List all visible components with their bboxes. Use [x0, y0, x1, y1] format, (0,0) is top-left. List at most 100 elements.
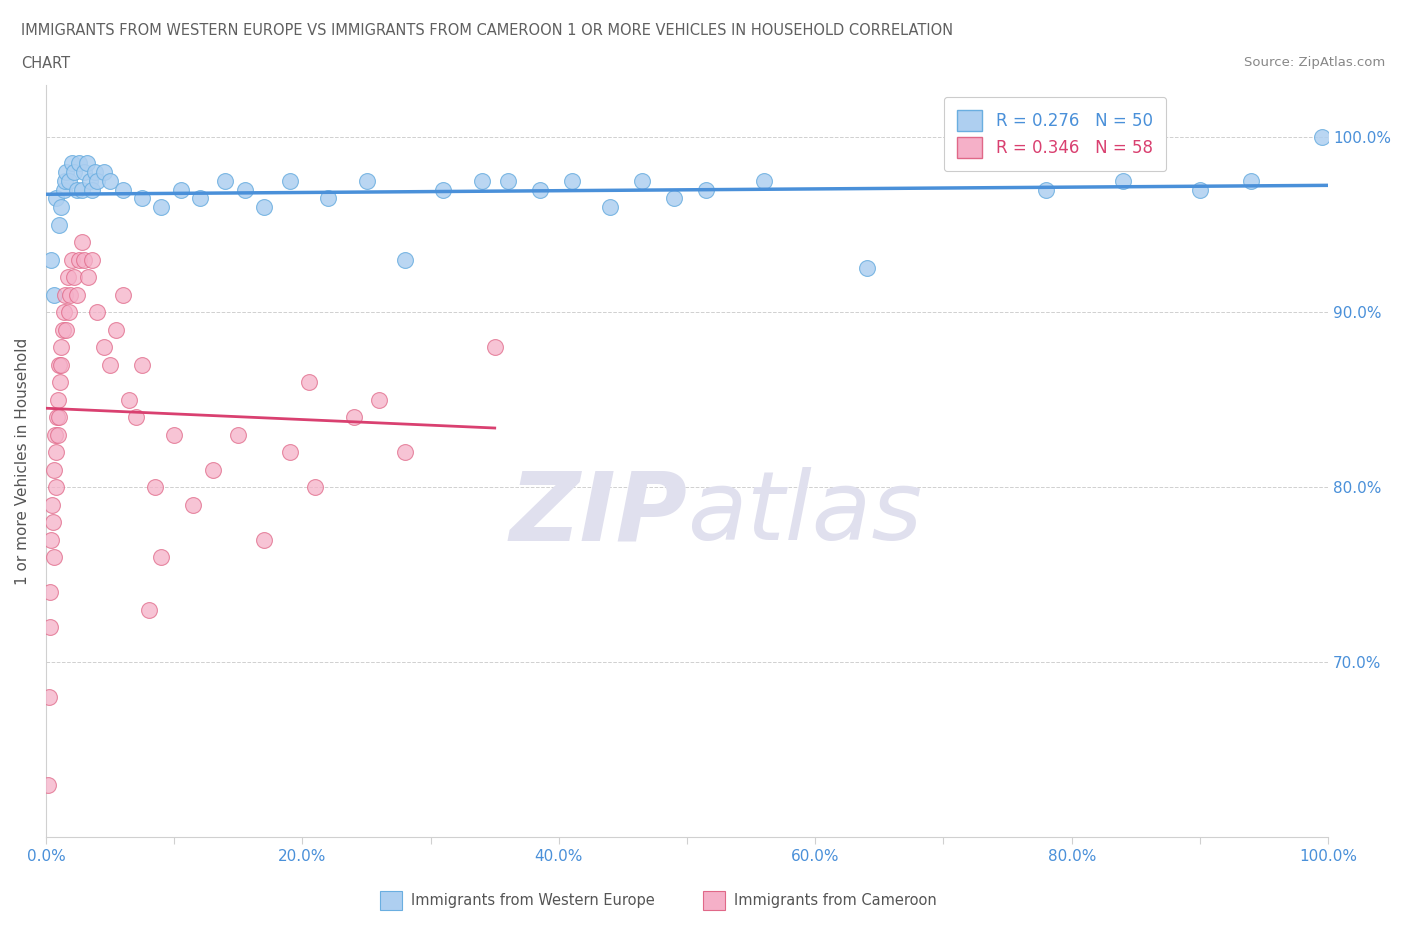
Point — [855, 261, 877, 276]
Point — [253, 532, 276, 547]
Point — [343, 410, 366, 425]
Point — [1035, 182, 1057, 197]
Text: atlas: atlas — [688, 467, 922, 560]
Point — [118, 392, 141, 407]
Text: ZIP: ZIP — [509, 467, 688, 560]
Point — [188, 191, 211, 206]
Y-axis label: 1 or more Vehicles in Household: 1 or more Vehicles in Household — [15, 338, 30, 585]
Point — [111, 287, 134, 302]
Point — [39, 252, 62, 267]
Point — [394, 445, 416, 459]
Point — [1240, 174, 1263, 189]
Point — [70, 182, 93, 197]
Point — [356, 174, 378, 189]
Point — [752, 174, 775, 189]
Point — [105, 322, 128, 337]
Point — [214, 174, 236, 189]
Point — [48, 410, 70, 425]
Point — [183, 498, 205, 512]
Point — [233, 182, 256, 197]
Point — [599, 200, 621, 215]
Point — [53, 174, 76, 189]
Point — [253, 200, 276, 215]
Point — [52, 305, 75, 320]
Point — [82, 182, 104, 197]
Point — [45, 410, 67, 425]
Point — [44, 427, 66, 442]
Point — [111, 182, 134, 197]
Point — [278, 174, 301, 189]
Point — [67, 252, 90, 267]
Point — [49, 339, 72, 354]
Point — [76, 156, 98, 171]
Point — [73, 165, 96, 179]
Point — [529, 182, 551, 197]
Point — [70, 234, 93, 249]
Point — [51, 200, 73, 215]
Text: IMMIGRANTS FROM WESTERN EUROPE VS IMMIGRANTS FROM CAMEROON 1 OR MORE VEHICLES IN: IMMIGRANTS FROM WESTERN EUROPE VS IMMIGR… — [21, 23, 953, 38]
Point — [93, 339, 115, 354]
Point — [125, 410, 148, 425]
Point — [48, 357, 70, 372]
Point — [48, 218, 70, 232]
Point — [73, 252, 96, 267]
Point — [226, 427, 249, 442]
Text: Immigrants from Western Europe: Immigrants from Western Europe — [411, 893, 654, 908]
Point — [86, 305, 108, 320]
Point — [55, 322, 77, 337]
Point — [131, 357, 153, 372]
Point — [42, 462, 65, 477]
Point — [56, 270, 79, 285]
Text: Immigrants from Cameroon: Immigrants from Cameroon — [734, 893, 936, 908]
Point — [150, 200, 173, 215]
Point — [93, 165, 115, 179]
Point — [496, 174, 519, 189]
Point — [42, 287, 65, 302]
Point — [66, 182, 89, 197]
Point — [561, 174, 583, 189]
Point — [49, 375, 72, 390]
Point — [41, 498, 63, 512]
Point — [45, 191, 67, 206]
Point — [86, 174, 108, 189]
Point — [83, 165, 105, 179]
Point — [664, 191, 686, 206]
Point — [304, 480, 326, 495]
Point — [58, 174, 80, 189]
Point — [631, 174, 654, 189]
Point — [316, 191, 339, 206]
Point — [471, 174, 494, 189]
Point — [79, 174, 101, 189]
Point — [163, 427, 186, 442]
Point — [67, 156, 90, 171]
Point — [138, 602, 160, 617]
Point — [52, 322, 75, 337]
Point — [52, 182, 75, 197]
Point — [63, 270, 86, 285]
Point — [38, 619, 60, 634]
Point — [298, 375, 321, 390]
Point — [394, 252, 416, 267]
Point — [55, 165, 77, 179]
Point — [53, 287, 76, 302]
Point — [63, 165, 86, 179]
Point — [59, 287, 82, 302]
Point — [169, 182, 191, 197]
Point — [484, 339, 506, 354]
Point — [45, 480, 67, 495]
Point — [131, 191, 153, 206]
Point — [368, 392, 391, 407]
Point — [42, 514, 65, 529]
Point — [39, 532, 62, 547]
Point — [143, 480, 166, 495]
Point — [46, 392, 69, 407]
Point — [37, 777, 59, 792]
Legend: R = 0.276   N = 50, R = 0.346   N = 58: R = 0.276 N = 50, R = 0.346 N = 58 — [943, 97, 1166, 171]
Text: CHART: CHART — [21, 56, 70, 71]
Point — [66, 287, 89, 302]
Point — [82, 252, 104, 267]
Point — [201, 462, 224, 477]
Point — [77, 270, 100, 285]
Point — [1310, 130, 1333, 145]
Point — [98, 174, 121, 189]
